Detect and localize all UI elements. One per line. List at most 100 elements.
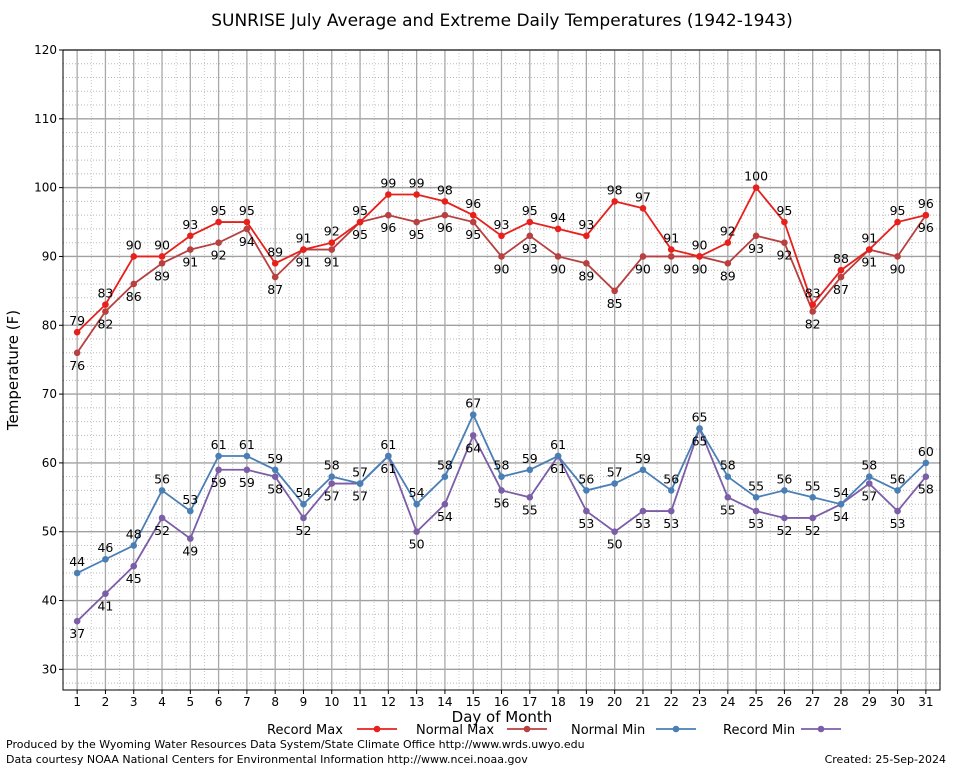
data-point: [526, 232, 534, 240]
data-point: [724, 473, 732, 480]
data-label: 49: [182, 544, 198, 559]
y-tick-label: 120: [34, 43, 57, 57]
data-label: 54: [409, 485, 425, 500]
data-point: [498, 487, 505, 494]
data-point: [271, 273, 279, 281]
y-tick-label: 40: [42, 594, 57, 608]
data-label: 57: [352, 489, 368, 504]
data-point: [611, 287, 618, 295]
data-point: [328, 473, 336, 480]
y-tick-label: 90: [42, 249, 57, 263]
y-axis-label: Temperature (F): [4, 310, 22, 431]
data-point: [441, 211, 449, 219]
data-point: [441, 500, 449, 508]
data-label: 87: [833, 282, 849, 297]
data-point: [328, 239, 336, 246]
data-point: [73, 617, 81, 625]
data-label: 96: [918, 196, 934, 211]
data-label: 44: [69, 554, 85, 569]
data-point: [215, 218, 222, 226]
data-point: [130, 253, 138, 260]
data-point: [243, 218, 251, 226]
data-point: [187, 232, 194, 240]
data-label: 61: [239, 437, 255, 452]
data-point: [894, 507, 901, 515]
data-label: 95: [465, 227, 481, 242]
data-label: 89: [578, 268, 594, 283]
data-label: 95: [352, 227, 368, 242]
data-label: 58: [267, 482, 283, 497]
data-point: [328, 480, 336, 487]
x-tick-label: 10: [324, 695, 339, 709]
data-point: [356, 218, 364, 226]
data-point: [187, 507, 194, 515]
data-label: 90: [692, 261, 708, 276]
data-label: 92: [324, 224, 340, 239]
data-point: [696, 425, 703, 432]
legend-label: Record Max: [267, 723, 343, 738]
data-label: 61: [211, 437, 227, 452]
data-label: 53: [578, 516, 594, 531]
data-label: 91: [296, 231, 312, 246]
data-label: 100: [744, 169, 768, 184]
y-tick-label: 60: [42, 456, 57, 470]
data-label: 90: [635, 261, 651, 276]
data-point: [724, 494, 732, 501]
data-point: [809, 494, 816, 501]
data-point: [413, 191, 420, 198]
data-point: [73, 328, 81, 336]
data-label: 57: [607, 465, 623, 480]
data-label: 56: [494, 495, 510, 510]
data-point: [667, 507, 675, 515]
data-labels: 79 83 90 90 93 95 95 89 91 92 95 99 99 98 96 93 95 94 93 98…: [69, 169, 934, 642]
x-tick-label: 12: [381, 695, 396, 709]
data-point: [130, 280, 138, 288]
data-label: 58: [861, 458, 877, 473]
x-tick-label: 23: [692, 695, 707, 709]
data-point: [611, 480, 618, 487]
x-tick-label: 19: [579, 695, 594, 709]
x-tick-label: 2: [102, 695, 110, 709]
data-label: 97: [635, 189, 651, 204]
data-point: [752, 232, 760, 240]
data-point: [809, 308, 816, 315]
data-label: 83: [97, 286, 113, 301]
data-point: [837, 266, 845, 274]
data-point: [611, 198, 618, 205]
data-point: [526, 218, 534, 226]
data-label: 91: [324, 255, 340, 270]
legend-marker: [373, 725, 381, 733]
data-point: [639, 466, 647, 474]
data-point: [696, 253, 703, 260]
data-label: 64: [465, 440, 481, 455]
data-point: [385, 211, 392, 219]
data-point: [894, 487, 901, 494]
x-tick-label: 11: [352, 695, 367, 709]
x-tick-label: 25: [748, 695, 763, 709]
data-point: [73, 349, 81, 357]
x-tick-label: 8: [271, 695, 279, 709]
data-label: 94: [239, 234, 255, 249]
data-label: 59: [239, 475, 255, 490]
data-point: [130, 562, 138, 570]
data-label: 93: [522, 241, 538, 256]
data-label: 85: [607, 296, 623, 311]
data-label: 94: [550, 210, 566, 225]
data-label: 89: [720, 268, 736, 283]
data-point: [865, 473, 873, 480]
data-label: 56: [890, 471, 906, 486]
data-label: 46: [97, 540, 113, 555]
x-tick-label: 18: [550, 695, 565, 709]
data-point: [215, 452, 222, 460]
y-axis: 30 40 50 60 70 80 90 100 110 120: [34, 43, 63, 676]
data-label: 92: [776, 248, 792, 263]
y-tick-label: 100: [34, 181, 57, 195]
data-label: 92: [211, 248, 227, 263]
data-point: [243, 466, 251, 474]
data-label: 59: [211, 475, 227, 490]
data-point: [243, 452, 251, 460]
data-label: 99: [380, 176, 396, 191]
data-label: 93: [494, 217, 510, 232]
data-label: 90: [154, 237, 170, 252]
data-label: 59: [635, 451, 651, 466]
